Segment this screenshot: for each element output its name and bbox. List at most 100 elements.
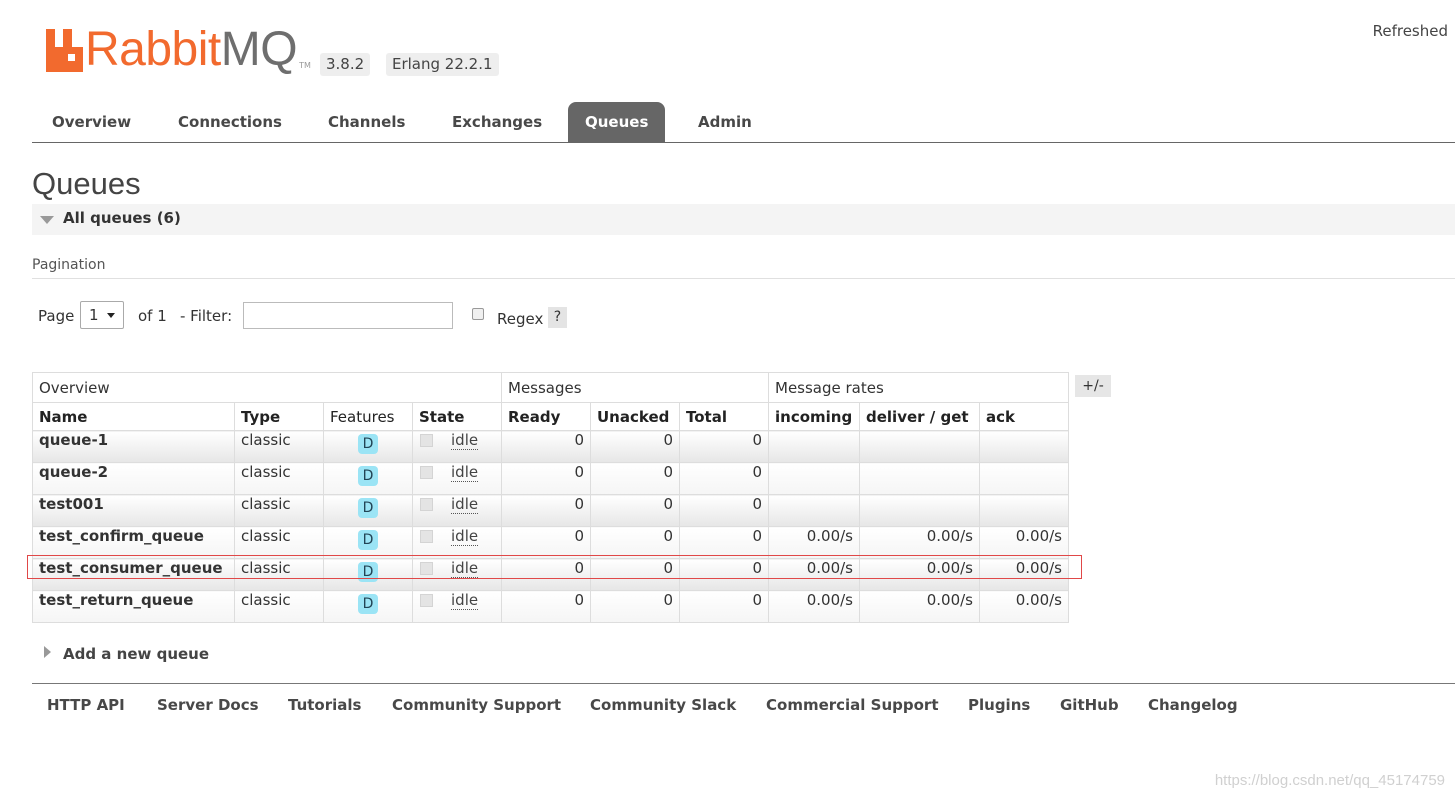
state-indicator-icon [420, 434, 433, 447]
queue-type: classic [234, 558, 324, 591]
rabbitmq-logo[interactable]: RabbitMQ TM [46, 23, 311, 76]
features-cell: D [323, 462, 413, 495]
deliver-rate: 0.00/s [859, 558, 980, 591]
durable-badge: D [358, 466, 378, 486]
regex-label: Regex [497, 310, 544, 328]
state-text: idle [451, 527, 479, 546]
footer-link-community-slack[interactable]: Community Slack [590, 696, 737, 714]
queue-name-link[interactable]: test001 [32, 494, 235, 527]
regex-checkbox[interactable] [472, 308, 484, 320]
ack-rate: 0.00/s [979, 526, 1069, 559]
queues-table: Overview Messages Message rates Name Typ… [32, 372, 1069, 623]
queue-name-link[interactable]: test_confirm_queue [32, 526, 235, 559]
col-state[interactable]: State [412, 402, 502, 431]
state-indicator-icon [420, 498, 433, 511]
incoming-rate: 0.00/s [768, 590, 860, 623]
ready-count: 0 [501, 526, 591, 559]
ack-rate: 0.00/s [979, 590, 1069, 623]
queue-name-link[interactable]: test_return_queue [32, 590, 235, 623]
watermark: https://blog.csdn.net/qq_45174759 [1214, 772, 1445, 789]
state-text: idle [451, 591, 479, 610]
state-text: idle [451, 431, 479, 450]
footer-link-github[interactable]: GitHub [1060, 696, 1119, 714]
queue-name-link[interactable]: queue-2 [32, 462, 235, 495]
footer-link-changelog[interactable]: Changelog [1148, 696, 1238, 714]
queue-type: classic [234, 590, 324, 623]
col-total[interactable]: Total [679, 402, 769, 431]
deliver-rate [859, 462, 980, 495]
col-incoming[interactable]: incoming [768, 402, 860, 431]
total-count: 0 [679, 494, 769, 527]
group-overview: Overview [32, 372, 502, 403]
page-label: Page [38, 307, 75, 325]
features-cell: D [323, 494, 413, 527]
unacked-count: 0 [590, 558, 680, 591]
durable-badge: D [358, 594, 378, 614]
state-indicator-icon [420, 466, 433, 479]
durable-badge: D [358, 498, 378, 518]
state-text: idle [451, 463, 479, 482]
footer-link-plugins[interactable]: Plugins [968, 696, 1031, 714]
state-cell: idle [412, 462, 502, 495]
add-queue-label: Add a new queue [63, 645, 210, 663]
incoming-rate [768, 462, 860, 495]
queue-name-link[interactable]: queue-1 [32, 430, 235, 463]
footer-link-community-support[interactable]: Community Support [392, 696, 562, 714]
footer-link-tutorials[interactable]: Tutorials [288, 696, 362, 714]
ready-count: 0 [501, 558, 591, 591]
total-count: 0 [679, 558, 769, 591]
page-title: Queues [32, 166, 141, 201]
unacked-count: 0 [590, 430, 680, 463]
logo-wordmark: RabbitMQ [85, 23, 298, 76]
state-cell: idle [412, 558, 502, 591]
deliver-rate [859, 494, 980, 527]
col-ack[interactable]: ack [979, 402, 1069, 431]
erlang-version-badge: Erlang 22.2.1 [386, 53, 499, 76]
state-indicator-icon [420, 594, 433, 607]
table-row: test_return_queue classic D idle 0 0 0 0… [32, 590, 1069, 623]
collapse-triangle-icon [40, 216, 54, 224]
queue-type: classic [234, 526, 324, 559]
regex-help-button[interactable]: ? [548, 307, 567, 328]
state-cell: idle [412, 494, 502, 527]
total-count: 0 [679, 462, 769, 495]
total-count: 0 [679, 430, 769, 463]
state-text: idle [451, 559, 479, 578]
tab-channels[interactable]: Channels [328, 113, 406, 131]
divider [32, 278, 1455, 279]
all-queues-section-toggle[interactable]: All queues (6) [32, 204, 1455, 235]
main-nav: Overview Connections Channels Exchanges … [32, 102, 1455, 143]
unacked-count: 0 [590, 494, 680, 527]
footer-link-commercial-support[interactable]: Commercial Support [766, 696, 939, 714]
table-row: test_confirm_queue classic D idle 0 0 0 … [32, 526, 1069, 559]
filter-input[interactable] [243, 302, 453, 329]
group-message-rates: Message rates [768, 372, 1069, 403]
state-indicator-icon [420, 562, 433, 575]
features-cell: D [323, 558, 413, 591]
col-name[interactable]: Name [32, 402, 235, 431]
tab-admin[interactable]: Admin [698, 113, 752, 131]
chevron-down-icon [107, 313, 115, 318]
durable-badge: D [358, 530, 378, 550]
footer: HTTP API Server Docs Tutorials Community… [32, 683, 1455, 714]
total-count: 0 [679, 526, 769, 559]
tab-queues[interactable]: Queues [568, 102, 666, 142]
col-deliver-get[interactable]: deliver / get [859, 402, 980, 431]
filter-label: - Filter: [180, 307, 233, 325]
unacked-count: 0 [590, 526, 680, 559]
column-toggle-button[interactable]: +/- [1075, 375, 1111, 397]
col-type[interactable]: Type [234, 402, 324, 431]
queue-name-link[interactable]: test_consumer_queue [32, 558, 235, 591]
ready-count: 0 [501, 590, 591, 623]
col-unacked[interactable]: Unacked [590, 402, 680, 431]
tab-connections[interactable]: Connections [178, 113, 282, 131]
page-select[interactable]: 1 [80, 301, 124, 329]
state-cell: idle [412, 430, 502, 463]
col-ready[interactable]: Ready [501, 402, 591, 431]
tab-exchanges[interactable]: Exchanges [452, 113, 543, 131]
tab-overview[interactable]: Overview [52, 113, 132, 131]
footer-link-server-docs[interactable]: Server Docs [157, 696, 259, 714]
footer-link-http-api[interactable]: HTTP API [47, 696, 125, 714]
ack-rate [979, 494, 1069, 527]
state-cell: idle [412, 590, 502, 623]
